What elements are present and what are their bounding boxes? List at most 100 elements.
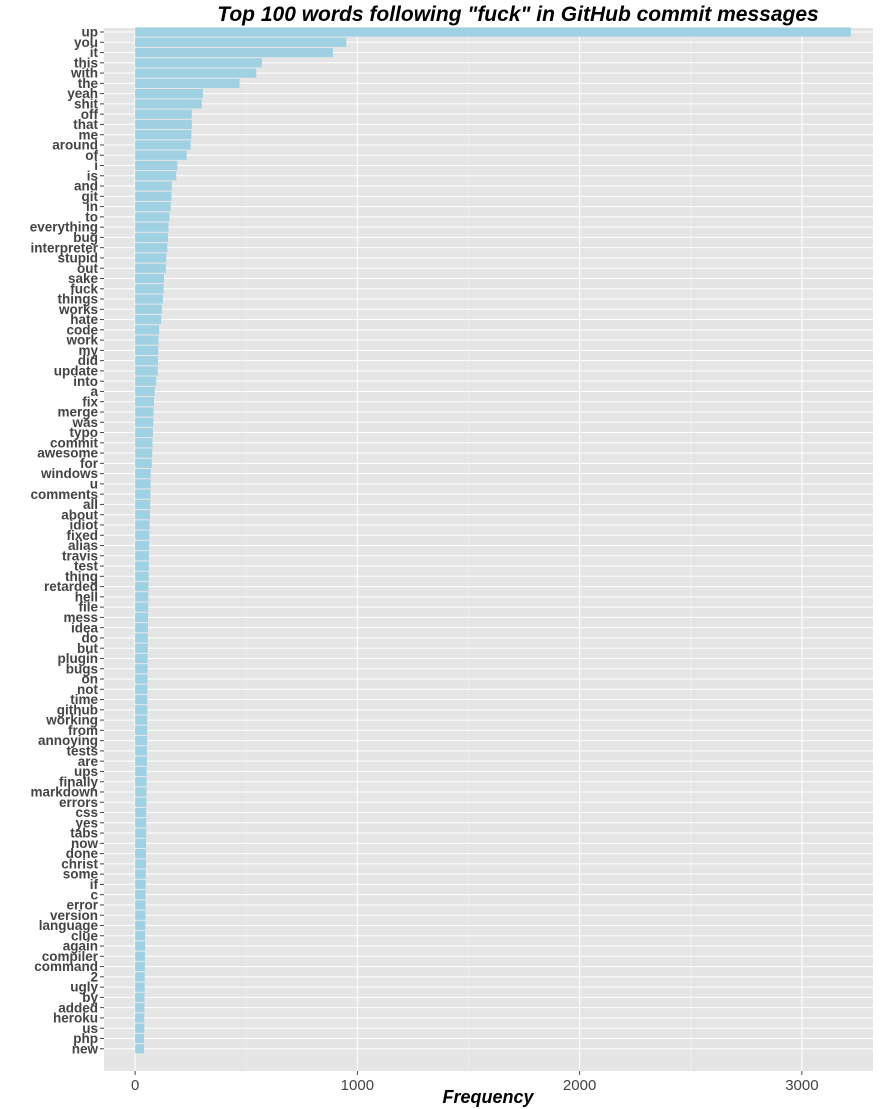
bar-file [135, 602, 149, 612]
bar-retarded [135, 581, 149, 592]
bar-travis [135, 551, 149, 561]
bar-update [135, 366, 158, 376]
y-label-into: into [73, 374, 98, 389]
y-label-fix: fix [82, 394, 98, 409]
y-label-bugs: bugs [66, 661, 98, 676]
y-label-hell: hell [75, 589, 98, 604]
y-label-of: of [85, 148, 98, 163]
y-label-annoying: annoying [38, 733, 98, 748]
y-label-version: version [50, 908, 98, 923]
y-label-did: did [78, 353, 98, 368]
bar-did [135, 356, 159, 366]
bar-plugin [135, 653, 148, 664]
y-label-fixed: fixed [66, 528, 98, 543]
y-label-with: with [70, 66, 98, 81]
bar-errors [135, 797, 147, 807]
y-label-yes: yes [75, 815, 98, 830]
x-tick-label: 2000 [563, 1077, 596, 1094]
y-label-time: time [70, 692, 98, 707]
y-label-but: but [77, 641, 98, 656]
bar-was [135, 417, 154, 427]
y-label-not: not [77, 682, 98, 697]
bar-into [135, 376, 157, 386]
bar-command [135, 961, 145, 972]
y-label-thing: thing [65, 569, 98, 584]
bar-some [135, 869, 146, 879]
y-label-for: for [80, 456, 99, 471]
bar-this [135, 58, 262, 68]
bar-fix [135, 397, 155, 407]
y-label-out: out [77, 261, 98, 276]
y-label-you: you [74, 35, 98, 50]
y-label-me: me [78, 127, 98, 142]
bar-ups [135, 766, 147, 777]
y-label-comments: comments [30, 487, 98, 502]
bar-that [135, 119, 192, 130]
y-label-stupid: stupid [58, 251, 99, 266]
bar-my [135, 345, 159, 355]
y-label-the: the [78, 76, 99, 91]
y-label-working: working [45, 713, 98, 728]
bar-language [135, 920, 146, 931]
bar-if [135, 879, 146, 890]
bar-version [135, 910, 146, 920]
bar-everything [135, 222, 169, 232]
bar-about [135, 510, 151, 520]
y-label-done: done [66, 846, 99, 861]
y-label-do: do [82, 631, 99, 646]
bar-a [135, 386, 155, 397]
bar-working [135, 715, 148, 725]
bar-ugly [135, 982, 145, 992]
bar-heroku [135, 1013, 145, 1023]
bar-the [135, 78, 240, 88]
y-label-around: around [52, 138, 98, 153]
bar-hate [135, 314, 162, 325]
y-label-commit: commit [50, 435, 99, 450]
bar-error [135, 900, 146, 910]
y-label-a: a [90, 384, 98, 399]
bar-do [135, 633, 148, 643]
bar-work [135, 335, 159, 345]
bar-not [135, 684, 148, 694]
y-label-u: u [90, 476, 98, 491]
bar-finally [135, 777, 147, 787]
bar-interpreter [135, 243, 168, 253]
y-label-idiot: idiot [70, 518, 99, 533]
y-label-code: code [66, 322, 98, 337]
y-label-by: by [82, 990, 98, 1005]
bar-clue [135, 931, 146, 941]
y-label-clue: clue [71, 928, 99, 943]
bar-with [135, 68, 257, 78]
x-axis-title: Frequency [442, 1087, 534, 1107]
bar-code [135, 325, 160, 335]
y-label-update: update [54, 364, 99, 379]
y-label-file: file [78, 600, 98, 615]
bar-stupid [135, 253, 167, 263]
y-label-2: 2 [90, 969, 98, 984]
y-label-added: added [58, 1000, 98, 1015]
y-label-retarded: retarded [44, 579, 98, 594]
bar-all [135, 499, 151, 510]
bar-i [135, 160, 178, 171]
bar-added [135, 1003, 145, 1013]
y-label-alias: alias [68, 538, 98, 553]
bar-us [135, 1023, 145, 1033]
y-label-now: now [71, 836, 98, 851]
y-label-if: if [90, 877, 99, 892]
bar-but [135, 643, 148, 653]
y-label-yeah: yeah [67, 86, 98, 101]
y-label-plugin: plugin [58, 651, 99, 666]
y-label-finally: finally [59, 774, 99, 789]
bar-idea [135, 623, 149, 633]
y-label-to: to [85, 209, 98, 224]
y-label-awesome: awesome [37, 446, 98, 461]
y-label-it: it [90, 45, 99, 60]
y-label-windows: windows [40, 466, 98, 481]
y-label-tabs: tabs [70, 826, 98, 841]
chart-title: Top 100 words following "fuck" in GitHub… [217, 3, 818, 26]
y-label-us: us [82, 1021, 98, 1036]
bar-php [135, 1033, 145, 1044]
bar-yeah [135, 89, 203, 99]
